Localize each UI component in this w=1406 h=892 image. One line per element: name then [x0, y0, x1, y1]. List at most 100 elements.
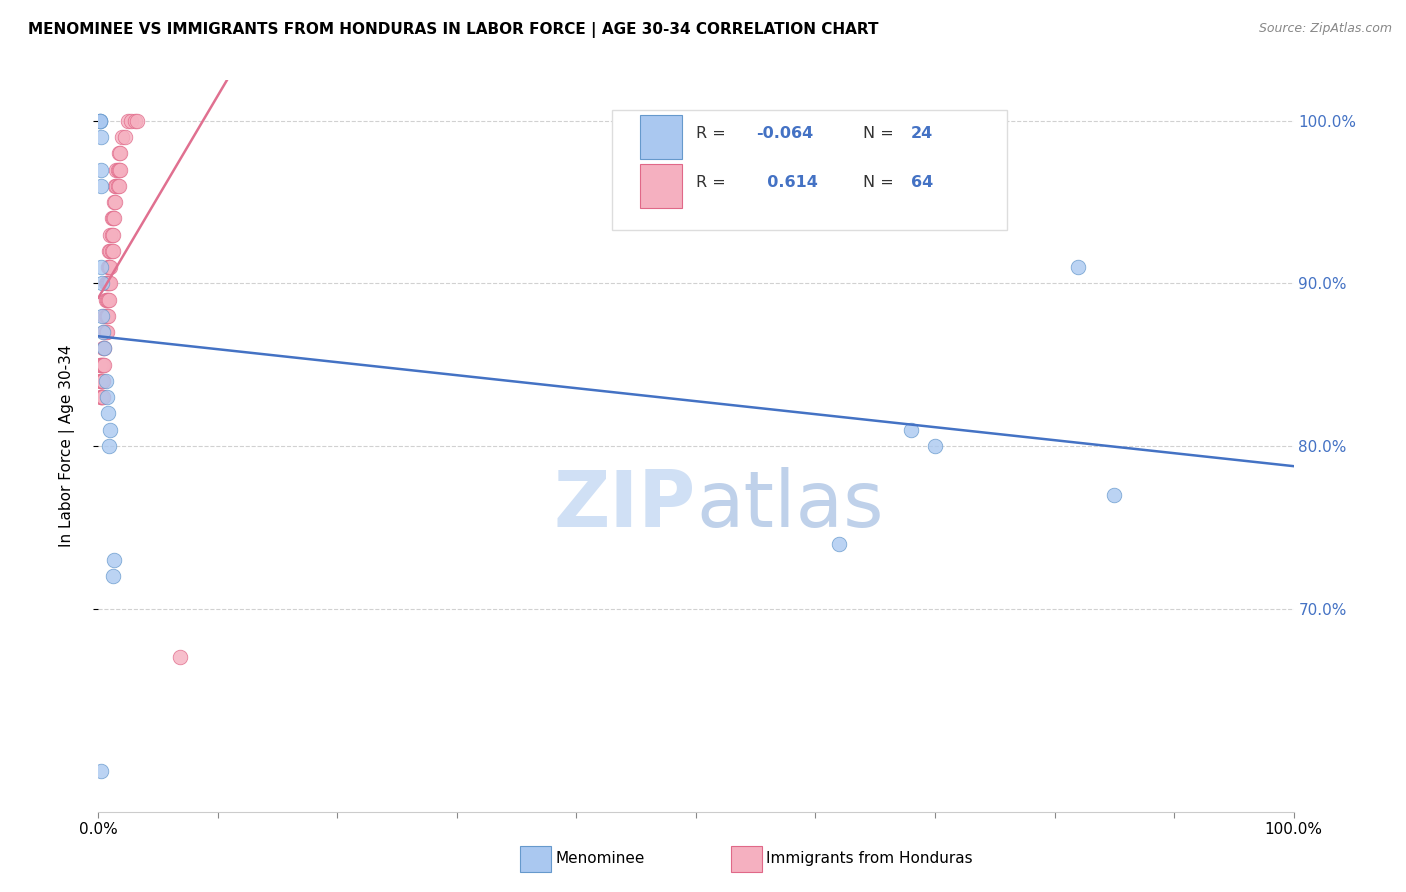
Point [107, 162, 129, 177]
Point [94, 325, 117, 339]
Point [98, 277, 121, 291]
Text: 24: 24 [911, 126, 934, 141]
Text: Source: ZipAtlas.com: Source: ZipAtlas.com [1258, 22, 1392, 36]
Point [91, 390, 114, 404]
Point [828, 536, 851, 550]
Point [93, 342, 115, 356]
Point [91, 309, 114, 323]
Text: N =: N = [863, 126, 900, 141]
Point [105, 178, 128, 193]
Point [104, 195, 127, 210]
Point [89, 114, 111, 128]
Point [91, 390, 114, 404]
Text: 0.614: 0.614 [756, 175, 818, 190]
Point [103, 553, 125, 567]
Point [107, 146, 129, 161]
Point [94, 374, 117, 388]
Point [98, 244, 122, 258]
Point [924, 439, 946, 453]
Text: N =: N = [863, 175, 900, 190]
Point [96, 293, 118, 307]
Point [108, 146, 131, 161]
Point [101, 244, 124, 258]
Y-axis label: In Labor Force | Age 30-34: In Labor Force | Age 30-34 [59, 344, 75, 548]
Point [100, 211, 122, 226]
Point [107, 178, 129, 193]
Point [117, 114, 139, 128]
Bar [640, 115, 682, 160]
Text: atlas: atlas [696, 467, 883, 542]
Point [93, 309, 115, 323]
Point [98, 260, 121, 275]
Point [125, 114, 148, 128]
Point [90, 390, 112, 404]
Point [98, 439, 121, 453]
Bar [640, 164, 682, 209]
Point [96, 325, 118, 339]
Point [98, 260, 122, 275]
Point [98, 244, 121, 258]
Point [101, 211, 124, 226]
Point [100, 244, 122, 258]
Point [107, 178, 129, 193]
Point [90, 130, 112, 145]
Point [96, 390, 118, 404]
Point [96, 277, 118, 291]
Point [101, 569, 124, 583]
Point [97, 309, 120, 323]
Point [89, 358, 111, 372]
Point [900, 423, 922, 437]
FancyBboxPatch shape [613, 110, 1007, 230]
Point [90, 260, 112, 275]
Point [169, 650, 191, 665]
Point [97, 260, 120, 275]
Point [89, 114, 111, 128]
Point [98, 423, 122, 437]
Point [91, 358, 114, 372]
Text: 64: 64 [911, 175, 934, 190]
Point [120, 114, 142, 128]
Text: R =: R = [696, 175, 731, 190]
Point [98, 293, 121, 307]
Point [111, 130, 134, 145]
Point [98, 227, 122, 242]
Text: Immigrants from Honduras: Immigrants from Honduras [766, 852, 973, 866]
Point [1067, 260, 1090, 275]
Point [93, 342, 115, 356]
Point [94, 309, 117, 323]
Point [101, 227, 124, 242]
Text: ZIP: ZIP [554, 467, 696, 542]
Point [90, 390, 112, 404]
Point [91, 277, 114, 291]
Point [104, 178, 127, 193]
Point [90, 764, 112, 778]
Text: MENOMINEE VS IMMIGRANTS FROM HONDURAS IN LABOR FORCE | AGE 30-34 CORRELATION CHA: MENOMINEE VS IMMIGRANTS FROM HONDURAS IN… [28, 22, 879, 38]
Point [97, 277, 120, 291]
Point [91, 374, 114, 388]
Point [96, 309, 118, 323]
Text: Menominee: Menominee [555, 852, 645, 866]
Point [1104, 488, 1126, 502]
Text: R =: R = [696, 126, 731, 141]
Point [105, 162, 128, 177]
Point [124, 114, 146, 128]
Point [93, 358, 115, 372]
Point [91, 358, 114, 372]
Point [94, 277, 117, 291]
Point [97, 293, 120, 307]
Point [114, 130, 136, 145]
Point [97, 407, 120, 421]
Point [89, 374, 111, 388]
Point [91, 374, 114, 388]
Point [91, 325, 114, 339]
Point [89, 114, 111, 128]
Point [91, 374, 114, 388]
Point [100, 227, 122, 242]
Point [90, 178, 112, 193]
Point [107, 162, 129, 177]
Point [108, 162, 131, 177]
Point [90, 374, 112, 388]
Point [98, 277, 122, 291]
Point [103, 211, 125, 226]
Point [90, 358, 112, 372]
